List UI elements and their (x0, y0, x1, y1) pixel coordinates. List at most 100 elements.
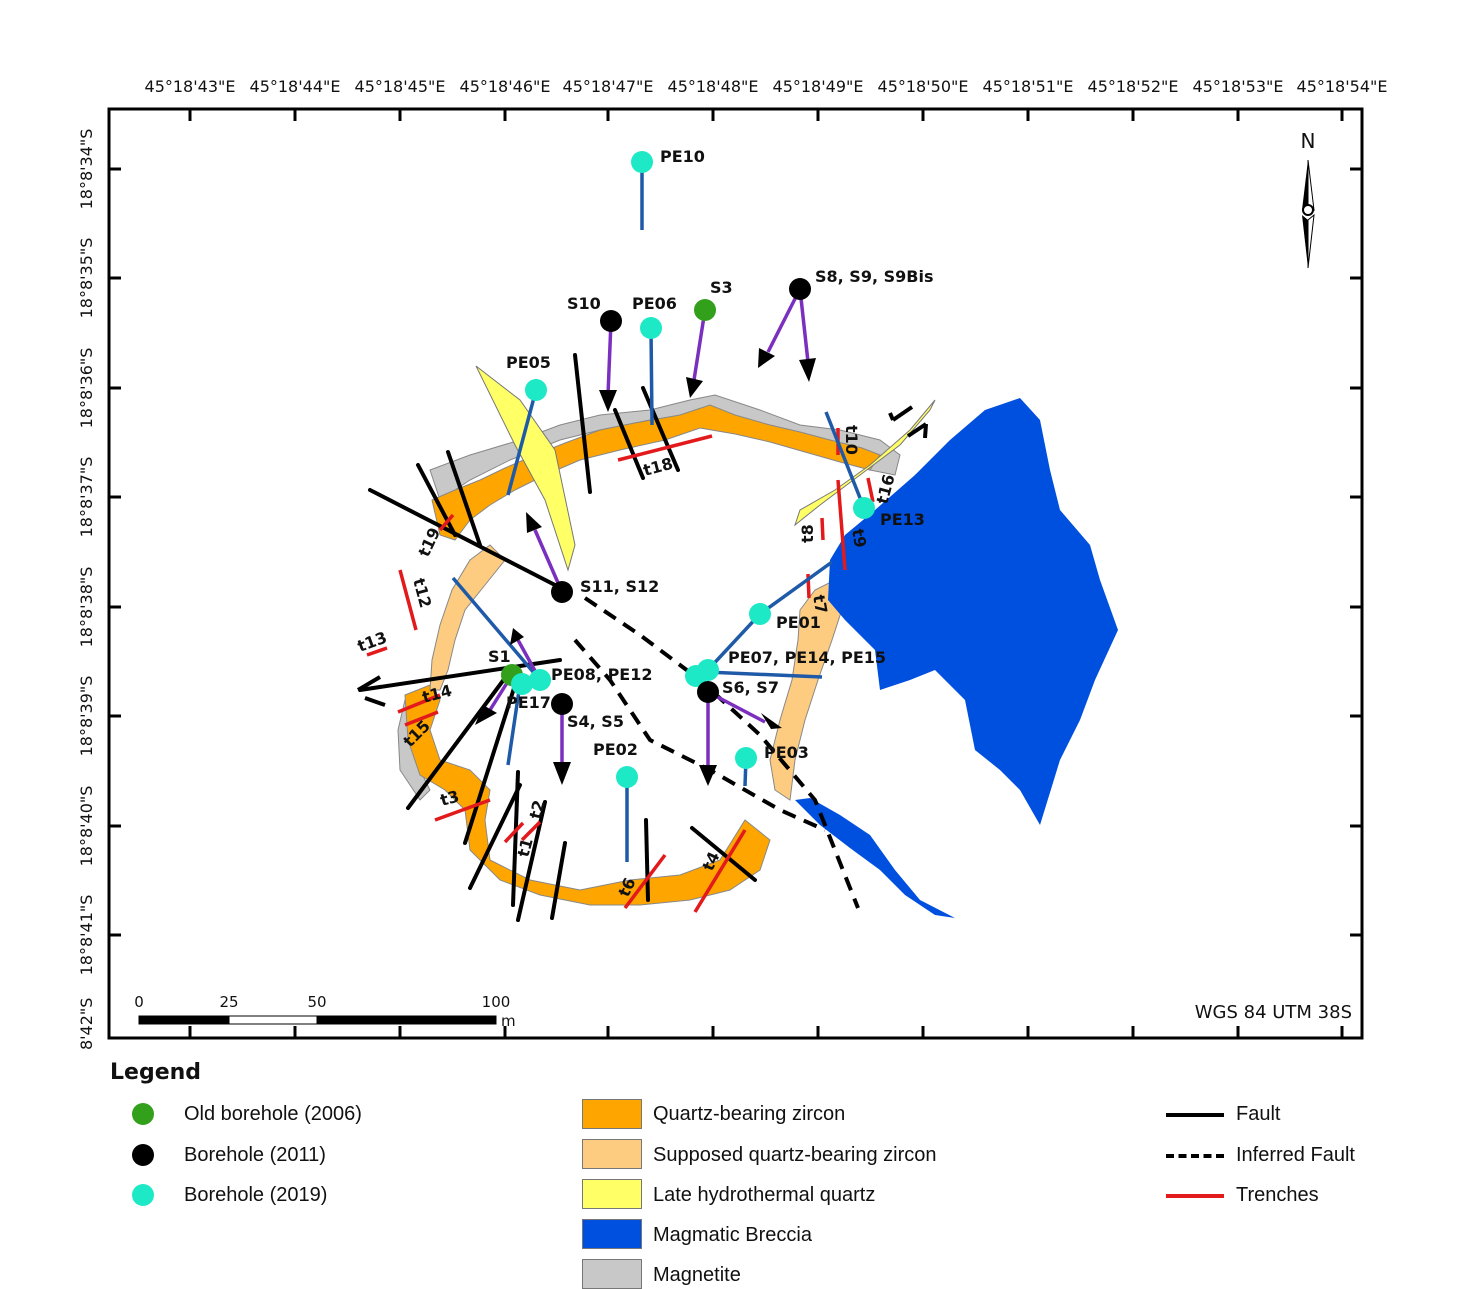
borehole-s10[interactable] (600, 310, 622, 332)
lat-tick-label: 18°8'36"S (77, 348, 96, 429)
north-arrow: N (1301, 129, 1316, 269)
trench-label: t2 (526, 798, 549, 821)
north-label: N (1301, 129, 1316, 153)
borehole-s8[interactable] (789, 278, 811, 300)
lon-tick-label: 45°18'47"E (563, 77, 654, 96)
lon-tick-label: 45°18'52"E (1088, 77, 1179, 96)
faults (358, 353, 757, 922)
borehole-label: S8, S9, S9Bis (815, 267, 933, 286)
borehole-label: PE07, PE14, PE15 (728, 648, 886, 667)
borehole-label: S11, S12 (580, 577, 659, 596)
lat-tick-label: 18°8'37"S (77, 457, 96, 538)
scale-label: 25 (219, 993, 238, 1011)
borehole-pe10[interactable] (631, 151, 653, 173)
legend-label: Trenches (1236, 1184, 1319, 1206)
map-frame (107, 107, 1364, 1040)
legend-label: Fault (1236, 1103, 1281, 1125)
trenches (366, 428, 875, 913)
borehole-label: PE17 (506, 693, 551, 712)
hydrothermal-quartz-swatch (582, 1179, 642, 1209)
borehole-label: S4, S5 (567, 712, 624, 731)
borehole-label: PE02 (593, 740, 638, 759)
legend-label: Late hydrothermal quartz (653, 1184, 876, 1206)
borehole-2019-icon (132, 1184, 154, 1206)
borehole-pe14[interactable] (697, 659, 719, 681)
legend-label: Borehole (2011) (184, 1144, 326, 1166)
scale-label: 0 (134, 993, 144, 1011)
trench-label: t10 (842, 425, 861, 455)
borehole-label: S1 (488, 647, 511, 666)
borehole-s3[interactable] (694, 299, 716, 321)
lat-tick-label: 18°8'34"S (77, 129, 96, 210)
trench-line-icon (1166, 1194, 1224, 1198)
lat-tick-label: 18°8'41"S (77, 895, 96, 976)
borehole-label: PE13 (880, 510, 925, 529)
borehole-label: PE10 (660, 147, 705, 166)
lat-tick-label: 18°8'35"S (77, 238, 96, 319)
inferred-faults (573, 596, 860, 909)
borehole-pe03[interactable] (735, 747, 757, 769)
legend-label: Borehole (2019) (184, 1184, 328, 1206)
scale-label: 50 (307, 993, 326, 1011)
legend-title: Legend (110, 1060, 202, 1085)
lat-tick-label: 18°8'39"S (77, 676, 96, 757)
lat-tick-label: 18°8'40"S (77, 786, 96, 867)
scale-label: 100 (482, 993, 511, 1011)
lon-tick-label: 45°18'43"E (145, 77, 236, 96)
lon-tick-label: 45°18'54"E (1297, 77, 1388, 96)
crs-label: WGS 84 UTM 38S (1195, 1002, 1352, 1023)
old-borehole-icon (132, 1103, 154, 1125)
borehole-label: PE03 (764, 743, 809, 762)
legend-label: Quartz-bearing zircon (653, 1103, 846, 1125)
trench-label: t9 (848, 527, 870, 549)
trench-label: t1 (514, 836, 537, 859)
trench-label: t7 (809, 593, 831, 615)
lat-tick-label: 18°8'42"S (77, 998, 96, 1050)
legend-label: Supposed quartz-bearing zircon (653, 1144, 937, 1166)
lon-tick-label: 45°18'45"E (355, 77, 446, 96)
borehole-pe08[interactable] (529, 669, 551, 691)
north-arrow-icon (1302, 160, 1308, 210)
legend-label: Inferred Fault (1236, 1144, 1355, 1166)
legend-label: Old borehole (2006) (184, 1103, 362, 1125)
borehole-s4[interactable] (551, 693, 573, 715)
scale-unit: m (501, 1012, 516, 1030)
lon-tick-label: 45°18'49"E (773, 77, 864, 96)
supposed-zircon-swatch (582, 1139, 642, 1169)
scale-bar: 0 25 50 100 m (134, 993, 515, 1030)
borehole-label: PE05 (506, 353, 551, 372)
borehole-label: PE06 (632, 294, 677, 313)
borehole-pe06[interactable] (640, 317, 662, 339)
legend-label: Magnetite (653, 1264, 741, 1286)
lon-tick-label: 45°18'46"E (460, 77, 551, 96)
fault-line-icon (1166, 1113, 1224, 1117)
magnetite-swatch (582, 1259, 642, 1289)
lon-tick-label: 45°18'44"E (250, 77, 341, 96)
fault-offset-arrows (356, 405, 928, 707)
magmatic-breccia-swatch (582, 1219, 642, 1249)
borehole-2011-icon (132, 1144, 154, 1166)
borehole-label: PE08, PE12 (551, 665, 653, 684)
map-canvas: 45°18'43"E 45°18'44"E 45°18'45"E 45°18'4… (77, 77, 1388, 1050)
legend-label: Magmatic Breccia (653, 1224, 812, 1246)
borehole-label: S10 (567, 294, 601, 313)
borehole-s11[interactable] (551, 581, 573, 603)
borehole-pe02[interactable] (616, 766, 638, 788)
magmatic-breccia-areas (795, 398, 1118, 918)
frame-ticks (109, 109, 1362, 1038)
borehole-label: S6, S7 (722, 678, 779, 697)
inferred-fault-line-icon (1166, 1154, 1224, 1158)
borehole-pe13[interactable] (853, 497, 875, 519)
borehole-pe01[interactable] (749, 603, 771, 625)
borehole-label: S3 (710, 278, 733, 297)
lat-tick-label: 18°8'38"S (77, 567, 96, 648)
borehole-points (501, 151, 875, 788)
borehole-traces-2011 (488, 288, 810, 768)
lon-tick-label: 45°18'51"E (983, 77, 1074, 96)
lon-tick-label: 45°18'53"E (1193, 77, 1284, 96)
borehole-pe05[interactable] (525, 379, 547, 401)
lon-tick-label: 45°18'50"E (878, 77, 969, 96)
trench-label: t3 (438, 787, 461, 810)
borehole-pe17[interactable] (511, 673, 533, 695)
borehole-s6[interactable] (697, 681, 719, 703)
